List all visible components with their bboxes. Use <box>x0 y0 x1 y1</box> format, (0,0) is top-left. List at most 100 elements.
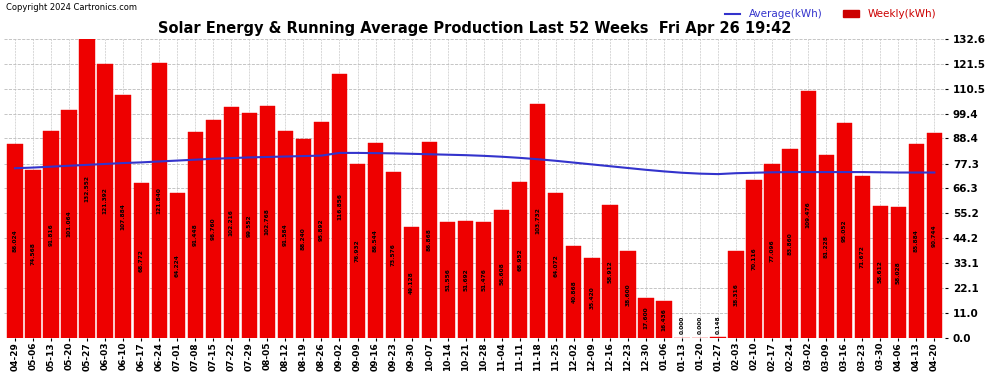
Bar <box>584 258 600 338</box>
Bar <box>259 106 275 338</box>
Bar <box>187 132 203 338</box>
Text: 91.816: 91.816 <box>49 223 53 246</box>
Bar <box>278 131 293 338</box>
Text: 96.760: 96.760 <box>211 217 216 240</box>
Bar <box>566 246 581 338</box>
Bar <box>891 207 906 338</box>
Bar <box>872 206 888 338</box>
Text: 86.868: 86.868 <box>427 228 432 251</box>
Bar <box>151 63 167 338</box>
Bar <box>116 94 131 338</box>
Text: 86.024: 86.024 <box>13 230 18 252</box>
Bar <box>819 154 834 338</box>
Text: 81.228: 81.228 <box>824 235 829 258</box>
Text: 73.576: 73.576 <box>391 243 396 266</box>
Bar <box>224 107 239 338</box>
Text: 121.392: 121.392 <box>103 188 108 214</box>
Text: 103.732: 103.732 <box>536 207 541 234</box>
Bar <box>548 194 563 338</box>
Bar <box>782 149 798 338</box>
Text: 91.584: 91.584 <box>283 223 288 246</box>
Text: 0.000: 0.000 <box>698 316 703 334</box>
Bar <box>764 164 780 338</box>
Bar <box>476 222 491 338</box>
Bar <box>349 164 365 338</box>
Bar <box>909 144 924 338</box>
Text: 58.912: 58.912 <box>608 260 613 283</box>
Bar <box>134 183 148 338</box>
Bar <box>7 144 23 338</box>
Text: 71.672: 71.672 <box>859 246 865 268</box>
Text: 51.476: 51.476 <box>481 268 486 291</box>
Bar <box>386 172 401 338</box>
Bar <box>404 227 419 338</box>
Text: 56.608: 56.608 <box>499 262 504 285</box>
Text: 86.544: 86.544 <box>373 229 378 252</box>
Text: 90.744: 90.744 <box>932 224 937 247</box>
Bar <box>440 222 455 338</box>
Text: 16.436: 16.436 <box>661 308 666 331</box>
Text: 88.240: 88.240 <box>301 227 306 250</box>
Text: 101.064: 101.064 <box>66 210 71 237</box>
Legend: Average(kWh), Weekly(kWh): Average(kWh), Weekly(kWh) <box>721 5 940 24</box>
Bar <box>458 221 473 338</box>
Text: 58.612: 58.612 <box>878 260 883 283</box>
Text: 74.568: 74.568 <box>31 242 36 265</box>
Bar <box>314 122 329 338</box>
Bar <box>26 170 41 338</box>
Text: 68.772: 68.772 <box>139 249 144 272</box>
Bar <box>332 74 347 338</box>
Text: Copyright 2024 Cartronics.com: Copyright 2024 Cartronics.com <box>6 3 137 12</box>
Bar <box>61 110 77 338</box>
Bar <box>656 301 671 338</box>
Text: 70.116: 70.116 <box>751 248 756 270</box>
Text: 38.316: 38.316 <box>734 283 739 306</box>
Text: 121.840: 121.840 <box>156 187 161 214</box>
Text: 116.856: 116.856 <box>337 192 342 219</box>
Text: 64.072: 64.072 <box>553 254 558 277</box>
Text: 0.000: 0.000 <box>679 316 684 334</box>
Text: 17.600: 17.600 <box>644 307 648 329</box>
Bar <box>927 133 942 338</box>
Text: 95.052: 95.052 <box>842 219 846 242</box>
Text: 64.224: 64.224 <box>174 254 180 277</box>
Bar <box>422 142 438 338</box>
Text: 76.932: 76.932 <box>355 240 360 262</box>
Bar <box>854 176 870 338</box>
Text: 132.552: 132.552 <box>84 175 89 202</box>
Text: 51.556: 51.556 <box>446 268 450 291</box>
Text: 38.600: 38.600 <box>626 283 631 306</box>
Text: 40.868: 40.868 <box>571 280 576 303</box>
Bar <box>512 182 528 338</box>
Text: 83.860: 83.860 <box>788 232 793 255</box>
Text: 77.096: 77.096 <box>769 240 774 262</box>
Text: 91.448: 91.448 <box>193 224 198 246</box>
Bar <box>837 123 852 338</box>
Bar <box>494 210 510 338</box>
Bar <box>97 64 113 338</box>
Bar <box>621 251 636 338</box>
Text: 51.692: 51.692 <box>463 268 468 291</box>
Bar <box>296 139 311 338</box>
Text: 68.952: 68.952 <box>517 249 523 272</box>
Bar <box>368 142 383 338</box>
Bar <box>44 131 58 338</box>
Text: 107.884: 107.884 <box>121 203 126 229</box>
Text: 35.420: 35.420 <box>589 286 594 309</box>
Bar <box>639 298 653 338</box>
Text: 58.028: 58.028 <box>896 261 901 284</box>
Bar <box>801 91 816 338</box>
Text: 49.128: 49.128 <box>409 271 414 294</box>
Bar <box>746 180 761 338</box>
Text: 102.768: 102.768 <box>265 209 270 236</box>
Bar <box>602 205 618 338</box>
Bar <box>206 120 221 338</box>
Text: 0.148: 0.148 <box>716 315 721 334</box>
Bar <box>729 251 743 338</box>
Bar <box>530 104 545 338</box>
Text: 109.476: 109.476 <box>806 201 811 228</box>
Title: Solar Energy & Running Average Production Last 52 Weeks  Fri Apr 26 19:42: Solar Energy & Running Average Productio… <box>158 21 791 36</box>
Text: 85.884: 85.884 <box>914 230 919 252</box>
Text: 95.892: 95.892 <box>319 218 324 241</box>
Text: 99.552: 99.552 <box>247 214 251 237</box>
